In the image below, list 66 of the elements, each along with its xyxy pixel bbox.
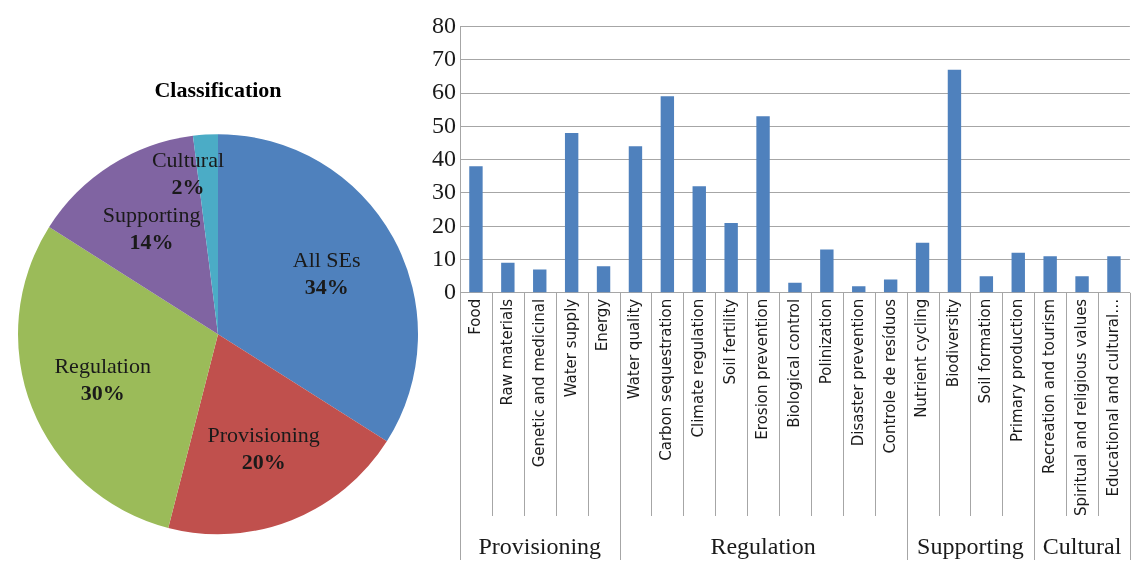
bar (660, 96, 675, 293)
x-tick-label: Soil formation (976, 298, 995, 404)
bar (1043, 256, 1057, 293)
y-tick-label: 50 (432, 111, 456, 138)
y-tick-label: 80 (432, 11, 456, 38)
bar (596, 266, 611, 293)
x-tick-label: Polinization (816, 298, 835, 385)
bar (820, 249, 834, 293)
slice-label: Supporting (102, 202, 201, 228)
x-tick-label: Spiritual and religious values (1071, 298, 1090, 517)
x-tick-label: Water quality (625, 298, 644, 400)
data-label: 14% (129, 229, 174, 255)
bar (852, 286, 866, 293)
x-tick-label: Disaster prevention (848, 298, 867, 447)
x-tick-label: Biodiversity (944, 298, 963, 388)
slice-label: Regulation (54, 352, 151, 378)
x-tick-label: Food (465, 298, 484, 335)
slice-label: Provisioning (207, 422, 320, 448)
bar (979, 276, 994, 293)
x-tick-label: Raw materials (497, 298, 516, 406)
text: Cultural (1042, 533, 1122, 559)
text: Regulation (710, 533, 816, 559)
text: Supporting (917, 533, 1024, 559)
x-tick-label: Carbon sequestration (657, 298, 676, 461)
x-tick-label: Biological control (784, 298, 803, 428)
bar (915, 242, 930, 293)
bar (692, 186, 706, 293)
y-tick-label: 30 (432, 178, 456, 205)
y-tick-label: 0 (444, 278, 456, 305)
data-label: 2% (171, 174, 205, 200)
data-label: 30% (80, 379, 125, 405)
slice-label: Cultural (151, 147, 225, 173)
text: Provisioning (478, 533, 602, 559)
x-tick-label: Controle de resíduos (880, 298, 899, 454)
bar (469, 166, 483, 293)
x-tick-label: Primary production (1008, 298, 1027, 443)
bar (756, 116, 770, 293)
y-tick-label: 10 (432, 244, 456, 271)
bar (501, 262, 515, 293)
slice-label: All SEs (292, 247, 361, 273)
bar (1075, 276, 1089, 293)
y-tick-label: 20 (432, 211, 456, 238)
x-tick-label: Energy (593, 298, 612, 352)
data-label: 34% (304, 274, 349, 300)
x-tick-label: Soil fertility (721, 298, 740, 385)
bar (883, 279, 898, 293)
x-tick-label: Water supply (561, 298, 580, 398)
bar (947, 69, 962, 293)
bar (788, 282, 802, 293)
x-tick-label: Nutrient cycling (912, 298, 931, 418)
data-label: 20% (241, 449, 286, 475)
bar (724, 222, 738, 293)
y-tick-label: 40 (432, 144, 456, 171)
x-tick-label: Genetic and medicinal (529, 298, 548, 468)
bar (1011, 252, 1025, 293)
x-tick-label: Climate regulation (689, 298, 708, 438)
bar (1107, 256, 1121, 293)
bar (628, 146, 643, 293)
x-tick-label: Erosion prevention (752, 298, 771, 440)
chart-title: Classification (154, 76, 282, 102)
bar (564, 132, 579, 293)
x-tick-label: Recreation and tourism (1040, 298, 1059, 475)
y-tick-label: 70 (432, 45, 456, 71)
bar (533, 269, 547, 293)
y-tick-label: 60 (432, 78, 456, 105)
x-tick-label: Educational and cultural… (1103, 298, 1122, 497)
